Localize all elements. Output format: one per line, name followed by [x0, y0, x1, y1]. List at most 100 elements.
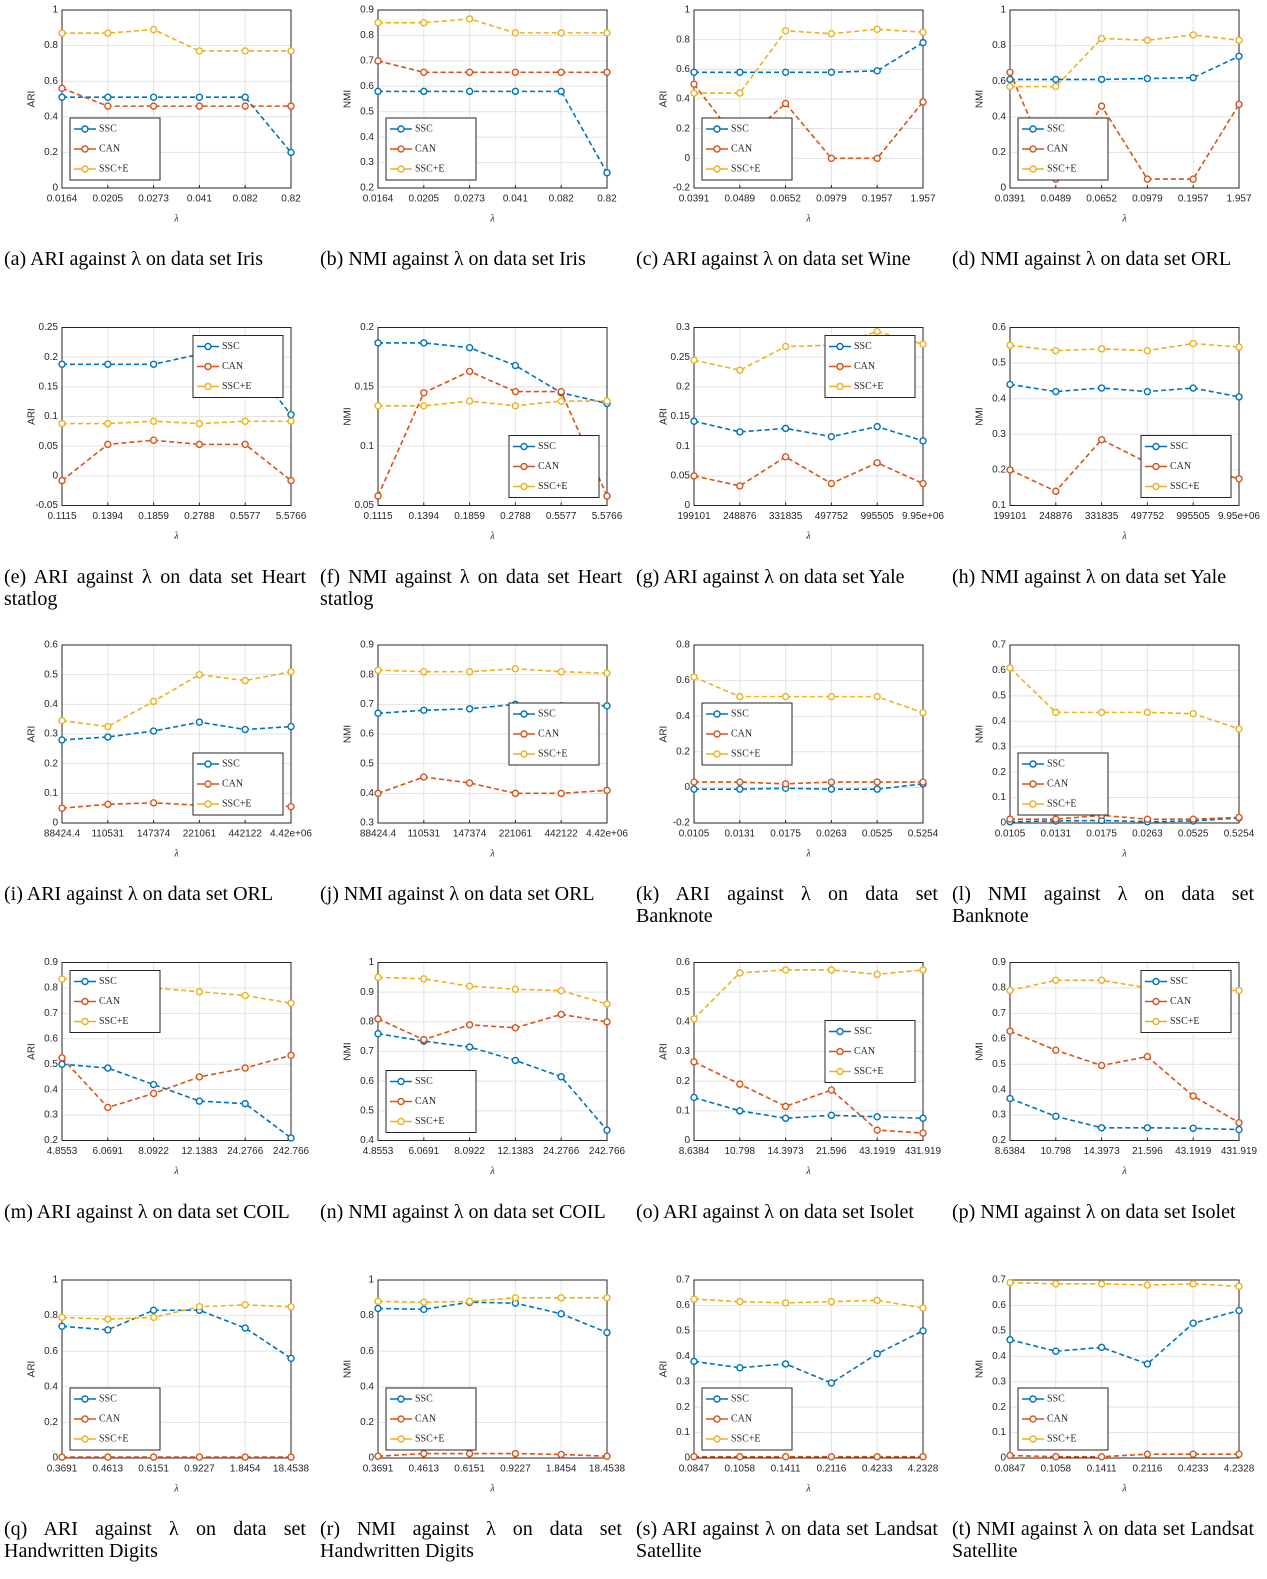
- y-tick-label: 1: [52, 1275, 58, 1286]
- data-point: [1143, 346, 1152, 355]
- legend-label: SSC+E: [1047, 163, 1077, 174]
- legend-label: SSC+E: [1047, 798, 1077, 809]
- x-tick-label: 110531: [407, 829, 440, 840]
- data-point: [287, 476, 295, 485]
- x-tick-label: 88424.4: [360, 829, 397, 840]
- data-point: [195, 102, 204, 110]
- y-tick-label: 0.2: [992, 465, 1006, 476]
- data-point: [690, 1058, 698, 1066]
- data-point: [1189, 709, 1197, 718]
- data-point: [873, 1350, 881, 1358]
- series-line: [694, 781, 923, 785]
- y-tick-label: 0: [684, 1453, 690, 1464]
- y-tick-label: 0.2: [44, 1417, 58, 1428]
- data-point: [1006, 1336, 1014, 1344]
- y-tick-label: 0.2: [44, 758, 58, 769]
- data-point: [149, 360, 158, 368]
- series-line: [693, 1330, 924, 1384]
- data-point: [1189, 175, 1197, 183]
- y-tick-label: 0.5: [992, 1059, 1006, 1070]
- y-tick-label: 1: [684, 5, 690, 16]
- y-axis-label: NMI: [343, 1360, 354, 1378]
- legend-marker: [1029, 760, 1037, 768]
- axes-box: [61, 644, 292, 824]
- y-axis-label: NMI: [975, 725, 986, 743]
- x-tick-label: 0.0205: [409, 194, 440, 205]
- y-tick-label: 0.6: [360, 81, 374, 92]
- x-tick-label: 4.8553: [363, 1146, 394, 1157]
- data-point: [420, 19, 428, 27]
- data-point: [58, 975, 66, 983]
- x-tick-label: 0.1957: [1178, 194, 1209, 205]
- caption: (p) NMI against λ on data set Isolet: [952, 1200, 1236, 1223]
- data-point: [1143, 1281, 1152, 1289]
- data-point: [603, 1452, 611, 1460]
- data-point: [873, 1126, 881, 1134]
- data-point: [1006, 466, 1014, 474]
- data-point: [873, 422, 881, 431]
- x-axis-label: λ: [805, 213, 811, 224]
- y-tick-label: 0.5: [44, 669, 58, 680]
- data-point: [420, 68, 428, 77]
- legend-marker: [713, 1435, 721, 1443]
- x-tick-label: 0.0979: [816, 194, 847, 205]
- legend-label: CAN: [415, 143, 436, 154]
- x-tick-label: 4.2328: [1224, 1464, 1255, 1475]
- y-tick-label: 0.2: [992, 147, 1006, 158]
- series-line: [693, 1061, 924, 1134]
- x-tick-label: 0.082: [233, 194, 258, 205]
- axes-box: [1009, 1279, 1240, 1459]
- y-tick-label: 0: [684, 500, 690, 511]
- series-line: [693, 969, 924, 1020]
- data-point: [919, 1304, 927, 1312]
- series-line: [62, 28, 291, 52]
- x-tick-label: 0.4233: [1178, 1464, 1209, 1475]
- data-point: [1052, 1280, 1060, 1288]
- data-point: [465, 1021, 474, 1029]
- legend-label: SSC+E: [731, 748, 761, 759]
- data-point: [1235, 475, 1243, 483]
- y-tick-label: 0.6: [44, 1033, 58, 1044]
- data-point: [736, 428, 744, 436]
- x-tick-label: 0.0273: [138, 194, 169, 205]
- x-tick-label: 0.82: [597, 194, 617, 205]
- legend-marker: [836, 1027, 844, 1036]
- data-point: [1189, 339, 1197, 348]
- data-point: [603, 786, 611, 795]
- x-tick-label: 0.0164: [363, 194, 394, 205]
- y-tick-label: 0.1: [44, 411, 58, 422]
- data-point: [1189, 1280, 1197, 1288]
- x-tick-label: 0.0979: [1132, 194, 1163, 205]
- data-point: [827, 1111, 836, 1119]
- data-point: [603, 1328, 611, 1337]
- legend-marker: [520, 482, 528, 491]
- y-tick-label: 0.2: [44, 147, 58, 158]
- legend-label: SSC+E: [854, 381, 884, 392]
- legend-label: SSC: [1047, 1393, 1065, 1404]
- data-point: [603, 702, 611, 710]
- data-point: [827, 1086, 836, 1094]
- y-tick-label: 0.5: [360, 758, 374, 769]
- data-point: [104, 419, 112, 428]
- data-point: [58, 93, 66, 101]
- y-tick-label: 0.9: [992, 957, 1006, 968]
- x-tick-label: 0.4613: [93, 1464, 124, 1475]
- x-tick-label: 431.919: [905, 1146, 942, 1157]
- x-tick-label: 0.1115: [363, 511, 393, 522]
- x-axis-label: λ: [1121, 1166, 1127, 1177]
- y-tick-label: 0.3: [360, 157, 374, 168]
- data-point: [149, 799, 158, 807]
- x-tick-label: 0.1058: [725, 1464, 756, 1475]
- data-point: [241, 417, 249, 425]
- data-point: [511, 1024, 520, 1032]
- y-tick-label: 0: [52, 1453, 58, 1464]
- legend-marker: [1152, 442, 1160, 451]
- data-point: [1052, 1046, 1060, 1054]
- data-point: [104, 733, 112, 741]
- data-point: [781, 1299, 790, 1307]
- legend-label: SSC: [99, 1393, 117, 1404]
- data-point: [873, 25, 881, 33]
- legend-marker: [836, 1047, 844, 1056]
- data-point: [287, 722, 295, 731]
